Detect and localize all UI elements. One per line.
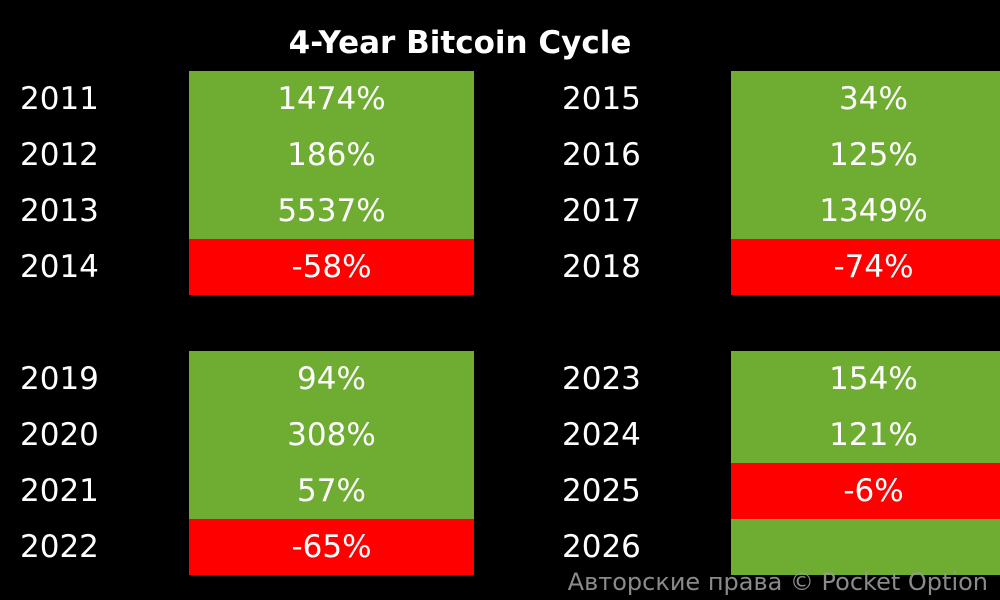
table-row: 2024 121% bbox=[562, 407, 1000, 463]
year-label: 2023 bbox=[562, 361, 641, 397]
table-row: 2025 -6% bbox=[562, 463, 1000, 519]
table-row: 2021 57% bbox=[20, 463, 490, 519]
return-cell: 308% bbox=[189, 407, 474, 463]
return-cell: -58% bbox=[189, 239, 474, 295]
cycle-block-2015-2018: 2015 34% 2016 125% 2017 1349% 2018 -74% bbox=[562, 71, 1000, 295]
table-row: 2023 154% bbox=[562, 351, 1000, 407]
table-row: 2019 94% bbox=[20, 351, 490, 407]
table-row: 2013 5537% bbox=[20, 183, 490, 239]
year-label: 2018 bbox=[562, 249, 641, 285]
year-label: 2017 bbox=[562, 193, 641, 229]
year-label: 2019 bbox=[20, 361, 99, 397]
year-label: 2015 bbox=[562, 81, 641, 117]
return-cell: 1474% bbox=[189, 71, 474, 127]
year-label: 2021 bbox=[20, 473, 99, 509]
year-label: 2020 bbox=[20, 417, 99, 453]
year-label: 2013 bbox=[20, 193, 99, 229]
return-cell: 1349% bbox=[731, 183, 1000, 239]
table-row: 2012 186% bbox=[20, 127, 490, 183]
page-title: 4-Year Bitcoin Cycle bbox=[288, 25, 632, 61]
return-cell: 125% bbox=[731, 127, 1000, 183]
return-cell bbox=[731, 519, 1000, 575]
table-row: 2017 1349% bbox=[562, 183, 1000, 239]
year-label: 2014 bbox=[20, 249, 99, 285]
cycle-block-2023-2026: 2023 154% 2024 121% 2025 -6% 2026 bbox=[562, 351, 1000, 575]
year-label: 2026 bbox=[562, 529, 641, 565]
year-label: 2016 bbox=[562, 137, 641, 173]
return-cell: 5537% bbox=[189, 183, 474, 239]
return-cell: 154% bbox=[731, 351, 1000, 407]
return-cell: 57% bbox=[189, 463, 474, 519]
table-row: 2018 -74% bbox=[562, 239, 1000, 295]
cycle-block-2019-2022: 2019 94% 2020 308% 2021 57% 2022 -65% bbox=[20, 351, 490, 575]
year-label: 2011 bbox=[20, 81, 99, 117]
year-label: 2025 bbox=[562, 473, 641, 509]
table-row: 2022 -65% bbox=[20, 519, 490, 575]
year-label: 2022 bbox=[20, 529, 99, 565]
cycle-block-2011-2014: 2011 1474% 2012 186% 2013 5537% 2014 -58… bbox=[20, 71, 490, 295]
table-row: 2020 308% bbox=[20, 407, 490, 463]
return-cell: -6% bbox=[731, 463, 1000, 519]
year-label: 2012 bbox=[20, 137, 99, 173]
table-row: 2015 34% bbox=[562, 71, 1000, 127]
table-row: 2016 125% bbox=[562, 127, 1000, 183]
table-row: 2014 -58% bbox=[20, 239, 490, 295]
copyright-watermark: Авторские права © Pocket Option bbox=[567, 568, 988, 596]
return-cell: -65% bbox=[189, 519, 474, 575]
return-cell: 94% bbox=[189, 351, 474, 407]
return-cell: 34% bbox=[731, 71, 1000, 127]
return-cell: 186% bbox=[189, 127, 474, 183]
return-cell: 121% bbox=[731, 407, 1000, 463]
return-cell: -74% bbox=[731, 239, 1000, 295]
table-row: 2026 bbox=[562, 519, 1000, 575]
year-label: 2024 bbox=[562, 417, 641, 453]
table-row: 2011 1474% bbox=[20, 71, 490, 127]
